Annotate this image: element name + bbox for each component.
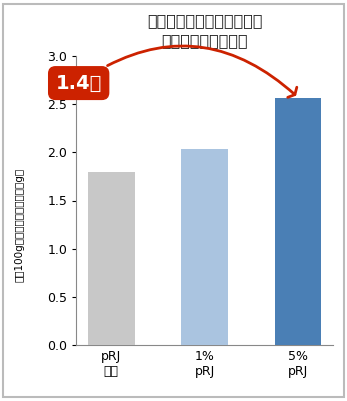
Bar: [88, 172, 135, 345]
Text: 体重100g当たりの筋肉の重さ（g）: 体重100g当たりの筋肉の重さ（g）: [14, 168, 24, 282]
Bar: [181, 150, 228, 345]
Text: 1.4倍: 1.4倍: [56, 46, 297, 97]
Title: 酵素分解ローヤルゼリーの
筋肉量に対する影響: 酵素分解ローヤルゼリーの 筋肉量に対する影響: [147, 13, 262, 48]
Bar: [275, 97, 321, 345]
